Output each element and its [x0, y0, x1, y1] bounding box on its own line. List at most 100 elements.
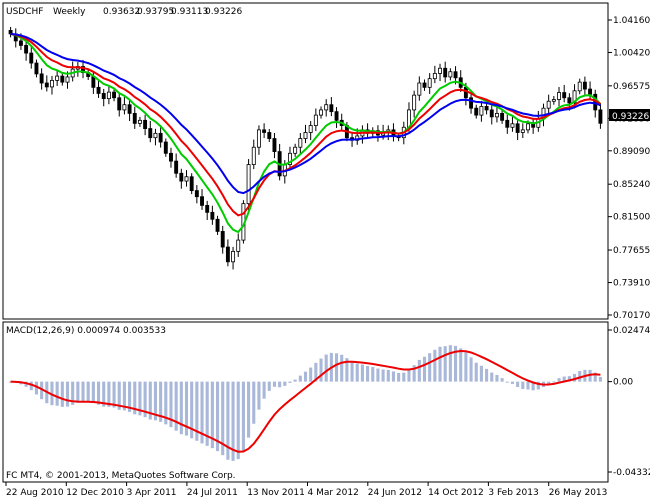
macd-bar	[572, 373, 577, 382]
candle-body	[96, 86, 101, 94]
quote-low: 0.93113	[171, 7, 208, 17]
macd-bar	[205, 381, 209, 446]
symbol-label: USDCHF	[6, 7, 43, 17]
candle-body	[308, 125, 313, 133]
macd-bar	[334, 353, 339, 382]
macd-bar	[184, 381, 189, 436]
candle-body	[577, 81, 582, 92]
macd-bar	[371, 366, 375, 382]
macd-bar	[531, 381, 535, 391]
candle-body	[546, 100, 551, 109]
macd-bar	[247, 381, 251, 438]
candle-body	[29, 52, 34, 64]
macd-bar	[117, 381, 121, 410]
macd-bar	[272, 381, 277, 387]
macd-bar	[505, 381, 509, 383]
macd-bar	[500, 378, 504, 382]
candle-body	[34, 62, 39, 75]
moving-average-line	[10, 32, 602, 234]
candle-body	[184, 176, 189, 182]
macd-bar	[190, 381, 194, 439]
candle-body	[412, 94, 417, 111]
macd-bar	[459, 348, 463, 382]
macd-bar	[164, 381, 168, 425]
macd-bar	[345, 358, 349, 382]
macd-bar	[278, 381, 282, 388]
candle-body	[200, 196, 204, 206]
macd-bar	[29, 381, 33, 391]
candle-body	[510, 123, 515, 128]
candle-body	[453, 71, 458, 79]
quote-high: 0.93795	[137, 7, 174, 17]
macd-bar	[360, 364, 364, 382]
macd-bar	[366, 366, 370, 382]
macd-bar	[557, 378, 561, 382]
macd-bar	[241, 381, 245, 451]
candle-body	[101, 93, 106, 100]
candle-body	[567, 97, 572, 104]
macd-bar	[303, 371, 308, 382]
macd-axis: 0.024749 0.00 -0.04332	[608, 326, 650, 478]
date-tick-label: 3 Apr 2011	[127, 488, 177, 498]
price-tick-label: 0.70170	[613, 311, 650, 321]
date-tick-label: 3 Feb 2013	[488, 488, 538, 498]
candle-body	[293, 146, 298, 154]
macd-label: MACD(12,26,9) 0.000974 0.003533	[6, 326, 166, 336]
price-tick-label: 0.89090	[613, 147, 650, 157]
price-tick-label: 0.85240	[613, 180, 650, 190]
macd-histogram	[9, 345, 602, 461]
candle-body	[256, 129, 261, 148]
macd-bar	[257, 381, 261, 410]
macd-bar	[262, 381, 266, 399]
moving-average-line	[10, 32, 601, 195]
macd-tick-label: 0.024749	[613, 326, 650, 336]
candle-body	[500, 112, 505, 121]
candle-body	[526, 123, 530, 131]
candle-body	[489, 109, 494, 118]
timeframe-label: Weekly	[53, 7, 86, 17]
macd-bar	[598, 376, 602, 382]
macd-bar	[138, 381, 142, 416]
candle-body	[194, 190, 199, 198]
macd-tick-label: -0.04332	[613, 468, 650, 478]
candle-body	[515, 123, 520, 133]
macd-signal-line	[10, 349, 601, 453]
macd-bar	[293, 379, 297, 382]
macd-bar	[521, 381, 525, 389]
macd-bar	[428, 353, 432, 382]
candle-body	[65, 76, 70, 83]
candle-body	[557, 92, 561, 100]
macd-bar	[355, 363, 359, 382]
candle-body	[494, 112, 499, 118]
macd-bar	[112, 381, 116, 408]
macd-bar	[417, 359, 421, 382]
candle-body	[246, 164, 251, 205]
macd-bar	[314, 362, 318, 382]
macd-bar	[397, 372, 401, 382]
macd-bar	[86, 381, 90, 402]
candle-body	[18, 40, 23, 46]
macd-bar	[133, 381, 137, 415]
candle-body	[417, 82, 422, 96]
macd-bar	[464, 352, 468, 382]
macd-bar	[50, 381, 54, 406]
candle-body	[319, 109, 323, 116]
macd-bar	[309, 367, 313, 382]
date-tick-label: 14 Oct 2012	[428, 488, 484, 498]
candle-body	[117, 97, 122, 111]
macd-bar	[438, 346, 442, 382]
candle-body	[484, 106, 489, 111]
candle-body	[427, 78, 432, 88]
macd-bar	[433, 349, 437, 382]
macd-tick-label: 0.00	[613, 378, 633, 388]
macd-bar	[298, 375, 302, 382]
macd-bar	[102, 381, 106, 407]
macd-bar	[55, 381, 59, 406]
macd-bar	[324, 354, 328, 382]
candle-body	[231, 250, 236, 263]
macd-bar	[402, 372, 406, 382]
candle-body	[262, 129, 267, 133]
date-axis: 22 Aug 2010 12 Dec 2010 3 Apr 2011 24 Jul 2…	[5, 482, 607, 498]
candle-body	[469, 97, 474, 109]
